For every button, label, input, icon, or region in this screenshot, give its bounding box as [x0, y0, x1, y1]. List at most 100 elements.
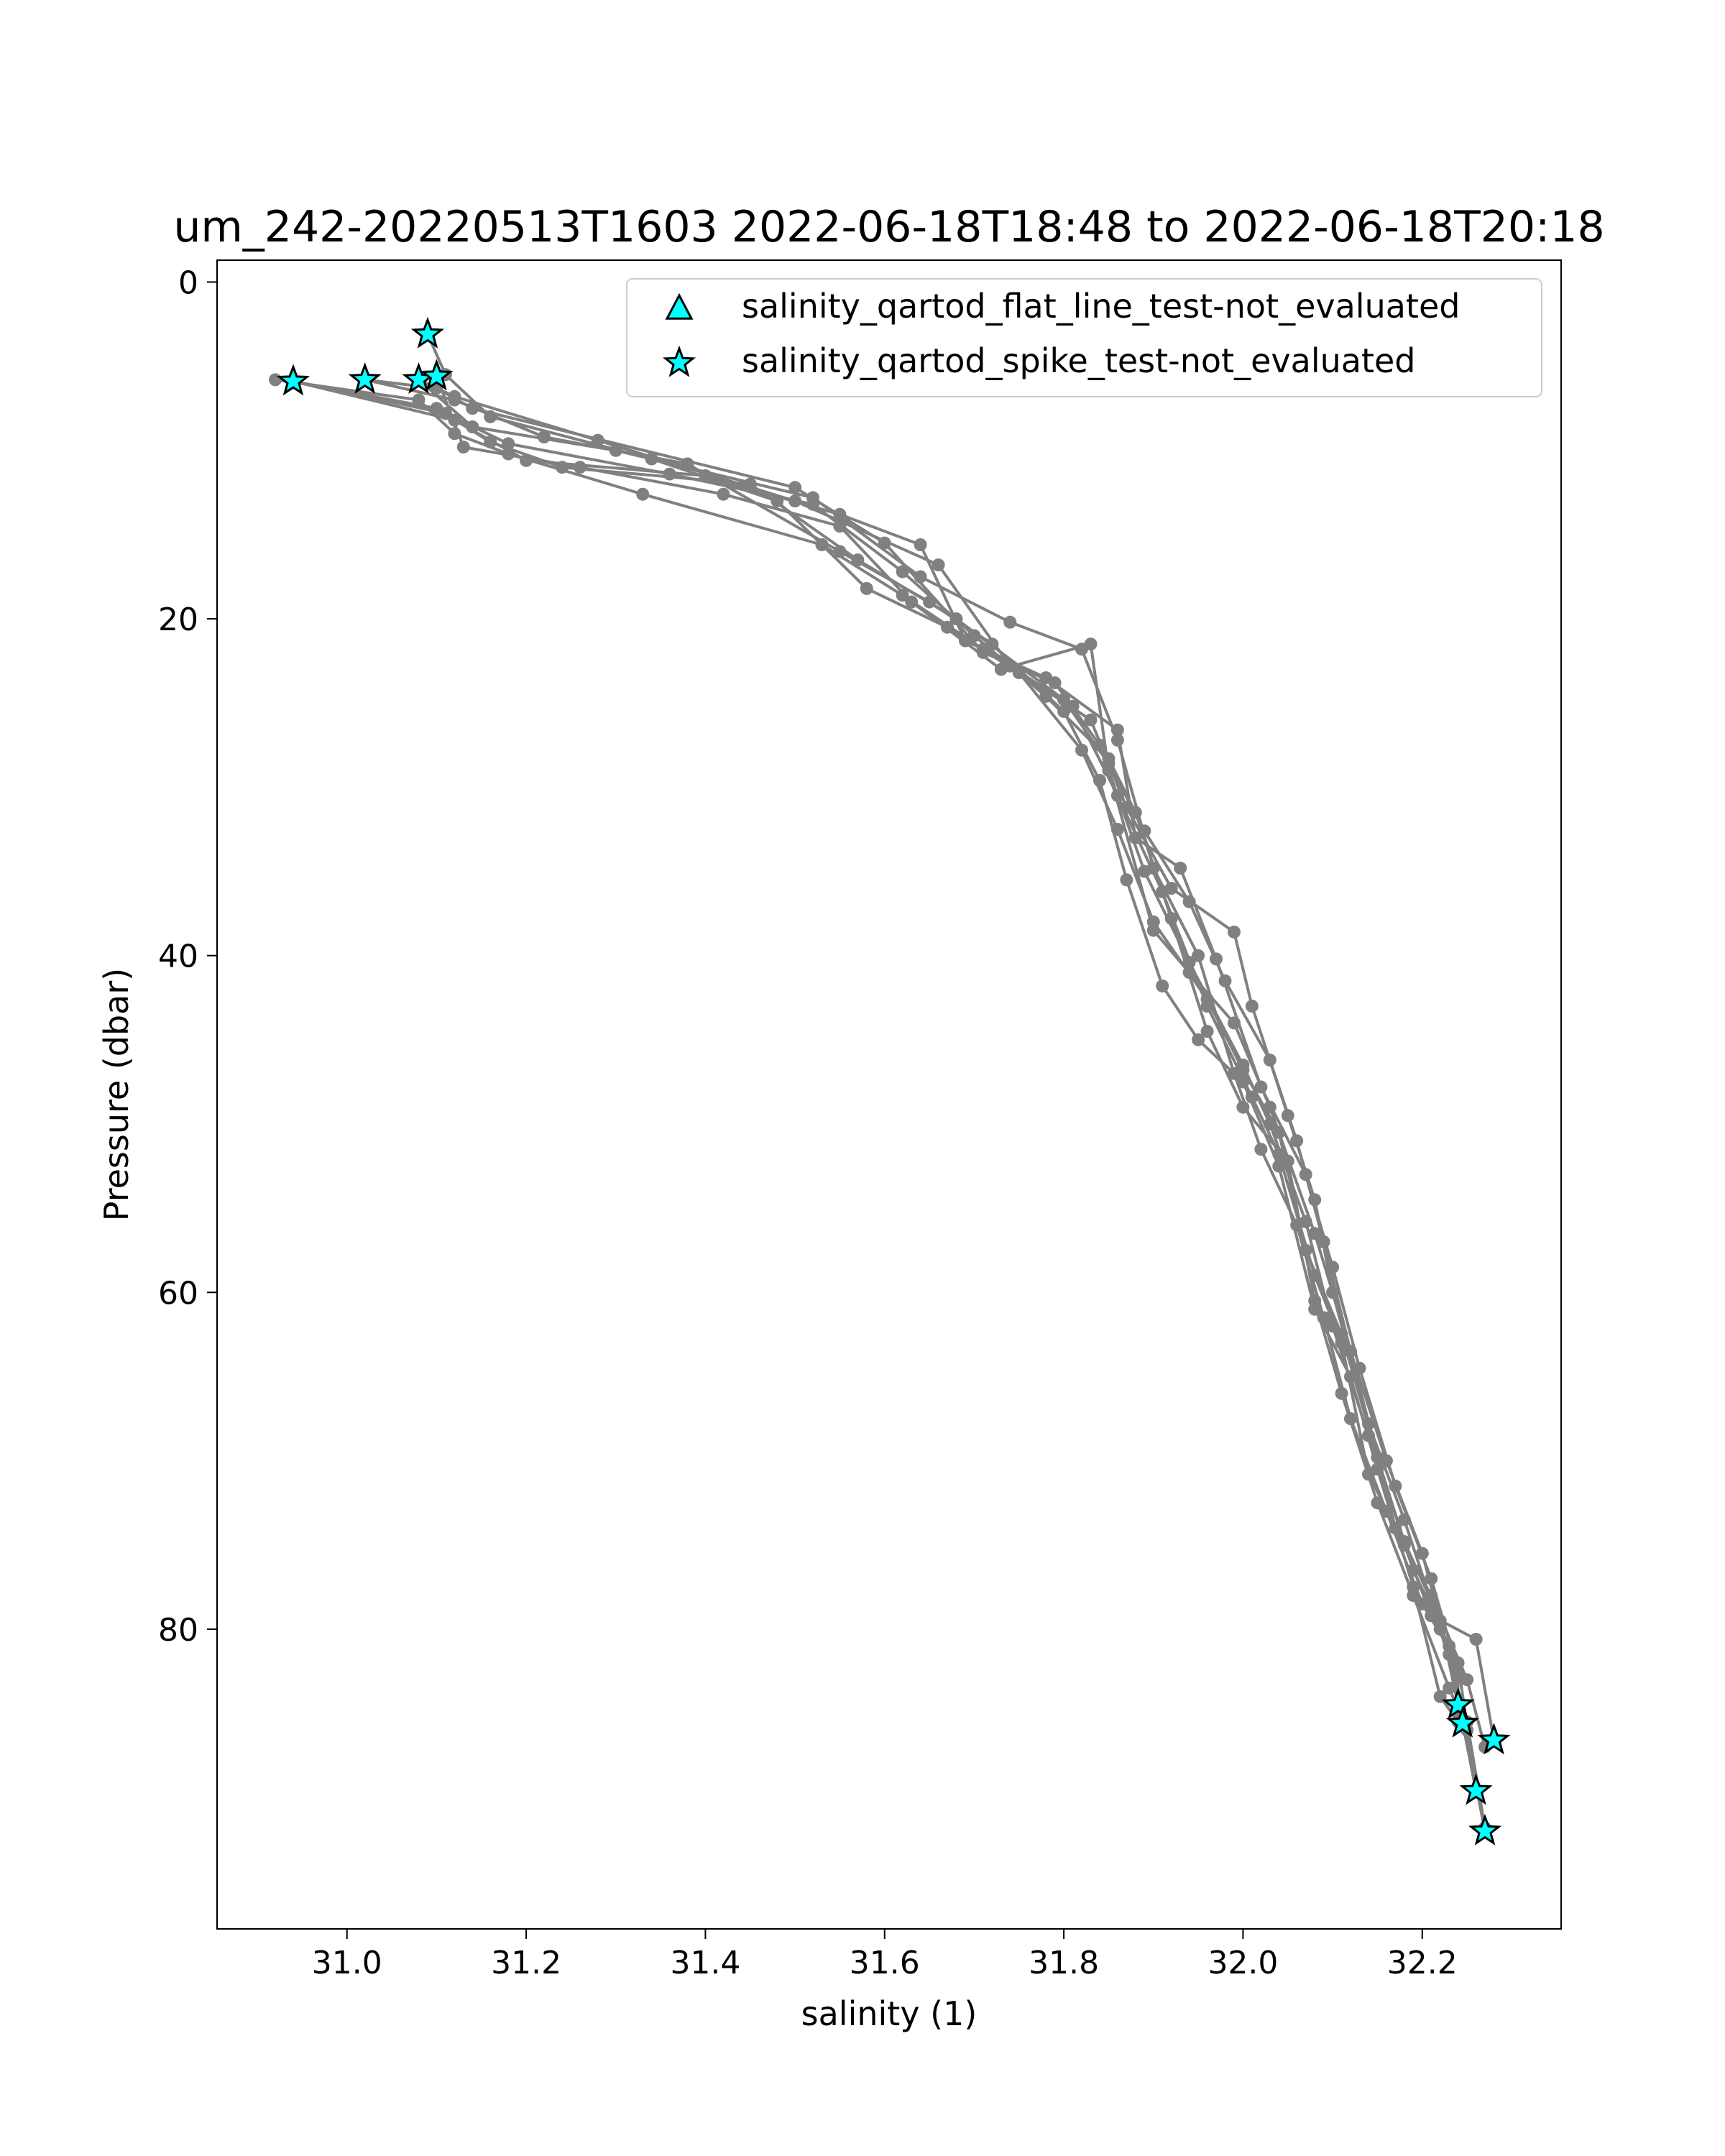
- profile-series: [412, 373, 1483, 1797]
- x-axis: 31.0 31.2 31.4 31.6 31.8 32.0 32.2: [312, 1929, 1458, 1981]
- data-point: [466, 420, 479, 433]
- spike-flag-marker: [1477, 1723, 1511, 1755]
- profile-line: [275, 378, 1486, 1828]
- data-point: [1317, 1311, 1330, 1325]
- profile-line: [293, 379, 1460, 1714]
- data-point: [1389, 1479, 1402, 1493]
- y-tick-label: 20: [158, 602, 198, 638]
- data-point: [1192, 949, 1205, 962]
- data-point: [914, 538, 927, 551]
- data-point: [1003, 615, 1017, 629]
- data-point: [1110, 733, 1124, 747]
- data-point: [914, 570, 927, 584]
- data-point: [1228, 1016, 1241, 1030]
- legend-label-spike: salinity_qartod_spike_test-not_evaluated: [742, 341, 1415, 380]
- y-axis-label: Pressure (dbar): [97, 968, 136, 1221]
- data-point: [1012, 666, 1026, 680]
- profile-series: [421, 328, 1491, 1838]
- data-point: [932, 558, 945, 572]
- data-point: [645, 452, 658, 466]
- data-point: [1326, 1261, 1340, 1274]
- spike-flag-marker: [1445, 1705, 1479, 1738]
- data-point: [994, 663, 1008, 676]
- data-point: [1299, 1243, 1312, 1257]
- data-point: [1048, 676, 1062, 690]
- plot-layer: [269, 328, 1501, 1838]
- data-point: [1460, 1673, 1474, 1687]
- triangle-marker: [665, 292, 694, 320]
- data-point: [1120, 873, 1133, 887]
- data-point: [1093, 738, 1106, 752]
- data-point: [1263, 1054, 1276, 1067]
- data-point: [1308, 1302, 1322, 1316]
- data-point: [448, 390, 461, 403]
- data-point: [1102, 764, 1116, 777]
- data-point: [456, 441, 470, 454]
- data-point: [573, 461, 586, 474]
- data-point: [770, 494, 784, 508]
- profile-series: [430, 369, 1491, 1754]
- data-point: [1290, 1134, 1304, 1148]
- star-marker: [662, 345, 696, 377]
- data-point: [860, 581, 873, 595]
- data-point: [1075, 743, 1088, 757]
- data-point: [1425, 1572, 1438, 1585]
- data-point: [833, 520, 847, 533]
- chart-title: um_242-20220513T1603 2022-06-18T18:48 to…: [173, 202, 1604, 252]
- legend-frame: [626, 278, 1542, 397]
- data-point: [923, 595, 937, 609]
- data-point: [1210, 952, 1223, 966]
- data-point: [466, 402, 479, 415]
- spike-flag-marker: [276, 364, 310, 396]
- y-tick-label: 80: [158, 1612, 198, 1649]
- x-axis-label: salinity (1): [801, 1994, 978, 2033]
- data-point: [484, 410, 497, 423]
- spike-flag-marker: [1459, 1773, 1493, 1805]
- data-point: [1344, 1345, 1357, 1358]
- data-point: [1156, 885, 1169, 898]
- data-point: [1084, 637, 1098, 651]
- y-tick-label: 60: [158, 1275, 198, 1312]
- y-axis: 0 20 40 60 80: [158, 264, 217, 1649]
- data-point: [788, 494, 802, 508]
- spike-flag-marker: [1468, 1813, 1502, 1846]
- x-tick-label: 31.6: [850, 1945, 920, 1981]
- profile-line: [418, 378, 1496, 1741]
- y-tick-label: 40: [158, 939, 198, 975]
- data-point: [1469, 1633, 1483, 1646]
- data-point: [1066, 699, 1080, 713]
- data-point: [1245, 1000, 1259, 1013]
- profile-line: [293, 379, 1468, 1731]
- profile-line: [426, 333, 1486, 1832]
- data-point: [788, 481, 802, 494]
- data-point: [1236, 1064, 1250, 1077]
- legend: salinity_qartod_flat_line_test-not_evalu…: [626, 278, 1542, 397]
- x-tick-label: 31.4: [670, 1945, 740, 1981]
- data-point: [1084, 713, 1098, 727]
- data-point: [896, 589, 909, 602]
- data-point: [1192, 1033, 1205, 1046]
- legend-label-flat-line: salinity_qartod_flat_line_test-not_evalu…: [742, 287, 1460, 326]
- data-point: [1299, 1168, 1312, 1181]
- legend-star-marker: [662, 345, 696, 377]
- data-point: [1156, 979, 1169, 992]
- x-tick-label: 31.0: [312, 1945, 382, 1981]
- y-tick-label: 0: [178, 264, 198, 301]
- profile-line: [293, 379, 1478, 1792]
- profile-line: [418, 378, 1478, 1792]
- data-point: [1263, 1100, 1276, 1114]
- profile-series: [358, 373, 1465, 1712]
- data-point: [833, 545, 847, 558]
- data-point: [806, 491, 819, 505]
- data-point: [1110, 823, 1124, 836]
- spike-flag-marker: [410, 316, 445, 349]
- profile-series: [358, 373, 1465, 1728]
- data-point: [1182, 966, 1196, 980]
- profile-series: [269, 373, 1491, 1835]
- flag-layer: [276, 316, 1511, 1846]
- x-tick-label: 31.2: [491, 1945, 561, 1981]
- data-point: [1389, 1521, 1402, 1535]
- profile-series: [412, 373, 1501, 1747]
- x-tick-label: 32.2: [1387, 1945, 1458, 1981]
